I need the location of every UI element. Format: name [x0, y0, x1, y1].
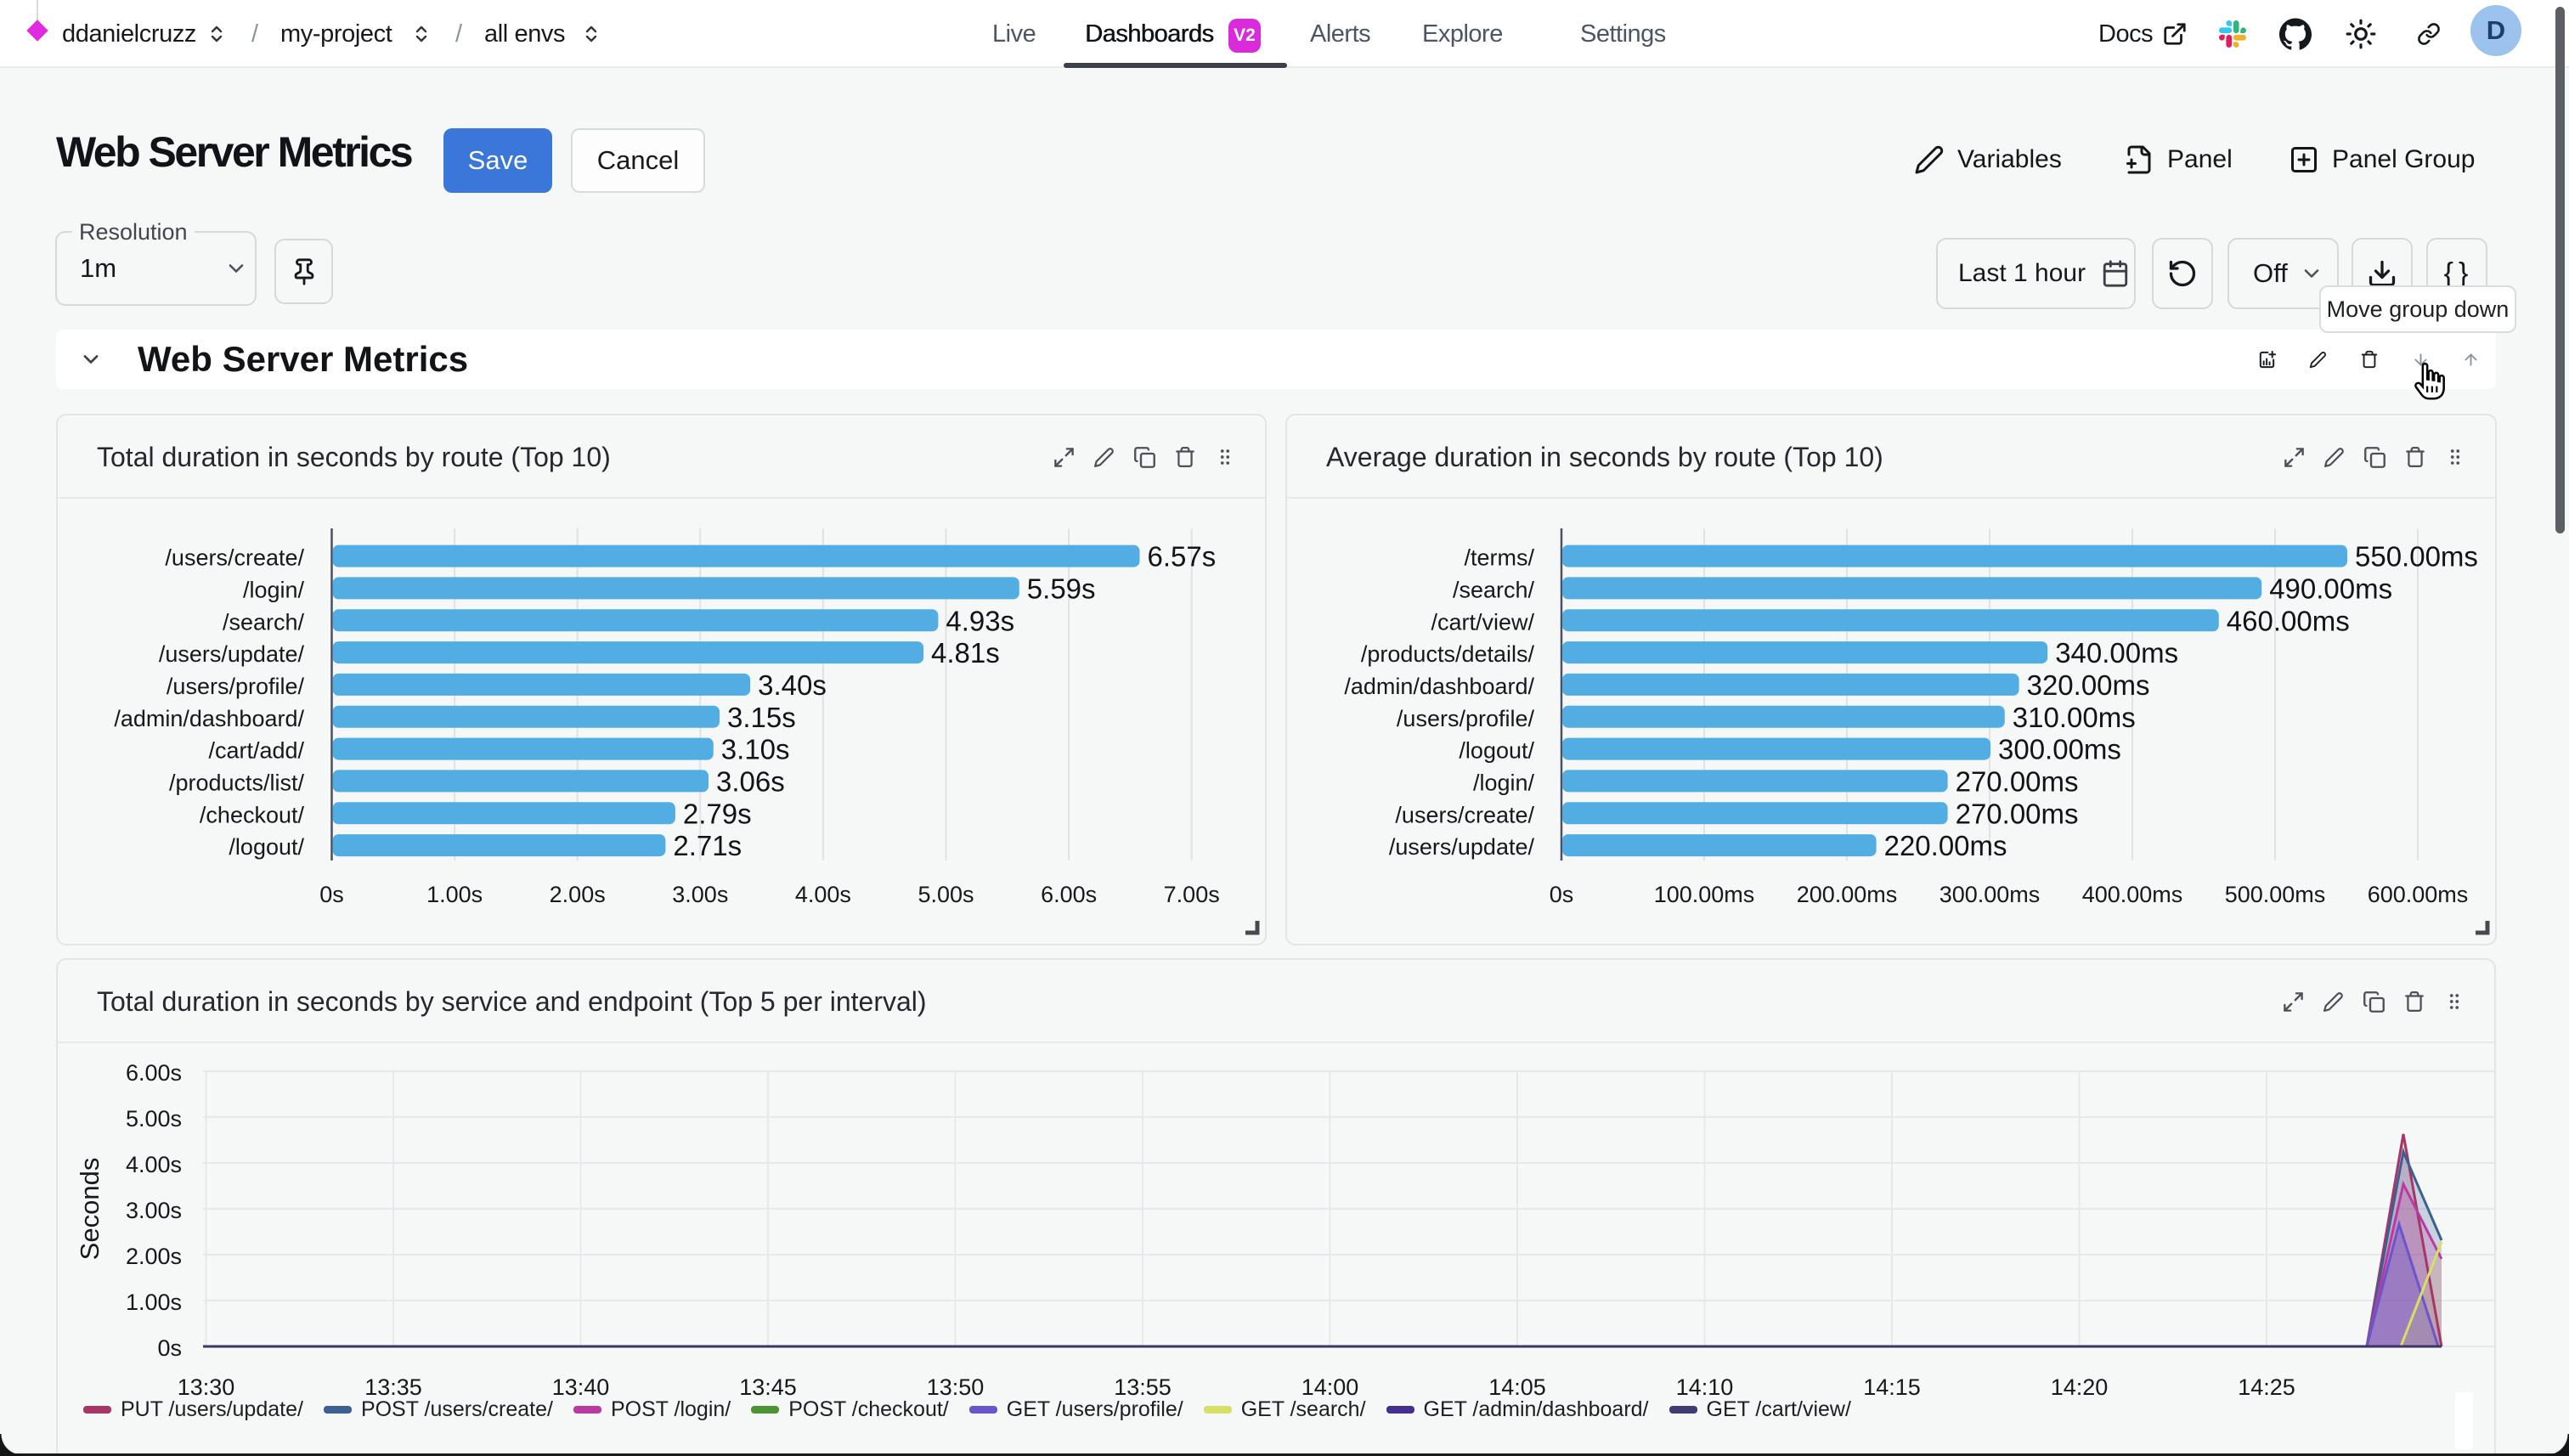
svg-text:5.59s: 5.59s	[1027, 573, 1096, 604]
svg-text:270.00ms: 270.00ms	[1956, 765, 2079, 797]
svg-text:300.00ms: 300.00ms	[1939, 882, 2041, 907]
svg-text:5.00s: 5.00s	[126, 1106, 182, 1132]
svg-text:14:25: 14:25	[2238, 1374, 2295, 1400]
svg-text:550.00ms: 550.00ms	[2355, 541, 2478, 573]
svg-text:340.00ms: 340.00ms	[2055, 637, 2178, 669]
svg-text:3.06s: 3.06s	[716, 765, 785, 797]
svg-text:14:05: 14:05	[1488, 1374, 1546, 1400]
svg-text:300.00ms: 300.00ms	[1998, 734, 2121, 765]
svg-text:14:15: 14:15	[1863, 1374, 1921, 1400]
svg-text:3.10s: 3.10s	[721, 734, 790, 765]
svg-text:4.81s: 4.81s	[931, 637, 1000, 669]
svg-text:4.93s: 4.93s	[946, 605, 1014, 636]
svg-text:/logout/: /logout/	[1459, 738, 1534, 764]
svg-text:5.00s: 5.00s	[918, 882, 974, 907]
svg-text:Seconds: Seconds	[75, 1158, 104, 1261]
svg-text:/cart/add/: /cart/add/	[208, 738, 304, 764]
svg-text:7.00s: 7.00s	[1164, 882, 1220, 907]
svg-text:3.40s: 3.40s	[758, 669, 827, 701]
svg-text:6.00s: 6.00s	[1041, 882, 1097, 907]
svg-text:3.00s: 3.00s	[126, 1198, 182, 1223]
svg-text:/users/profile/: /users/profile/	[1397, 706, 1535, 731]
svg-text:/checkout/: /checkout/	[200, 802, 305, 827]
svg-text:13:35: 13:35	[364, 1374, 422, 1400]
svg-text:13:45: 13:45	[739, 1374, 797, 1400]
svg-text:/products/list/: /products/list/	[169, 770, 305, 795]
svg-text:4.00s: 4.00s	[126, 1152, 182, 1177]
svg-text:/admin/dashboard/: /admin/dashboard/	[1344, 674, 1534, 699]
svg-text:/cart/view/: /cart/view/	[1431, 609, 1534, 635]
svg-text:2.79s: 2.79s	[683, 798, 752, 829]
svg-text:1.00s: 1.00s	[426, 882, 483, 907]
svg-text:490.00ms: 490.00ms	[2269, 573, 2392, 604]
svg-text:0s: 0s	[157, 1335, 182, 1361]
svg-text:/users/create/: /users/create/	[165, 545, 304, 571]
svg-text:/login/: /login/	[243, 577, 305, 602]
svg-text:200.00ms: 200.00ms	[1797, 882, 1898, 907]
svg-text:14:10: 14:10	[1676, 1374, 1734, 1400]
svg-text:310.00ms: 310.00ms	[2013, 702, 2136, 733]
svg-text:0s: 0s	[319, 882, 344, 907]
svg-text:460.00ms: 460.00ms	[2227, 605, 2350, 636]
svg-text:320.00ms: 320.00ms	[2027, 669, 2150, 701]
svg-text:14:00: 14:00	[1301, 1374, 1359, 1400]
svg-text:220.00ms: 220.00ms	[1884, 830, 2007, 861]
svg-text:100.00ms: 100.00ms	[1654, 882, 1755, 907]
svg-text:3.00s: 3.00s	[672, 882, 728, 907]
svg-text:/users/update/: /users/update/	[159, 641, 305, 667]
svg-text:/users/profile/: /users/profile/	[167, 674, 305, 699]
svg-text:14:20: 14:20	[2051, 1374, 2109, 1400]
svg-text:/users/update/: /users/update/	[1389, 834, 1535, 860]
svg-text:/search/: /search/	[223, 609, 305, 635]
svg-text:500.00ms: 500.00ms	[2225, 882, 2326, 907]
svg-text:270.00ms: 270.00ms	[1956, 798, 2079, 829]
svg-text:0s: 0s	[1550, 882, 1574, 907]
svg-text:/terms/: /terms/	[1464, 545, 1534, 571]
svg-text:/login/: /login/	[1473, 770, 1535, 795]
svg-text:13:40: 13:40	[552, 1374, 610, 1400]
svg-text:6.00s: 6.00s	[126, 1060, 182, 1086]
svg-text:13:50: 13:50	[927, 1374, 985, 1400]
svg-text:3.15s: 3.15s	[727, 702, 796, 733]
svg-text:/users/create/: /users/create/	[1395, 802, 1534, 827]
svg-text:/admin/dashboard/: /admin/dashboard/	[114, 706, 304, 731]
svg-text:6.57s: 6.57s	[1148, 541, 1217, 573]
svg-text:1.00s: 1.00s	[126, 1290, 182, 1315]
svg-text:13:30: 13:30	[178, 1374, 235, 1400]
svg-text:2.71s: 2.71s	[673, 830, 742, 861]
svg-text:4.00s: 4.00s	[795, 882, 851, 907]
svg-text:13:55: 13:55	[1114, 1374, 1172, 1400]
svg-text:/search/: /search/	[1453, 577, 1535, 602]
svg-text:2.00s: 2.00s	[126, 1244, 182, 1269]
svg-text:400.00ms: 400.00ms	[2082, 882, 2183, 907]
svg-text:/products/details/: /products/details/	[1361, 641, 1535, 667]
svg-text:600.00ms: 600.00ms	[2368, 882, 2469, 907]
svg-text:2.00s: 2.00s	[550, 882, 606, 907]
svg-text:/logout/: /logout/	[229, 834, 304, 860]
